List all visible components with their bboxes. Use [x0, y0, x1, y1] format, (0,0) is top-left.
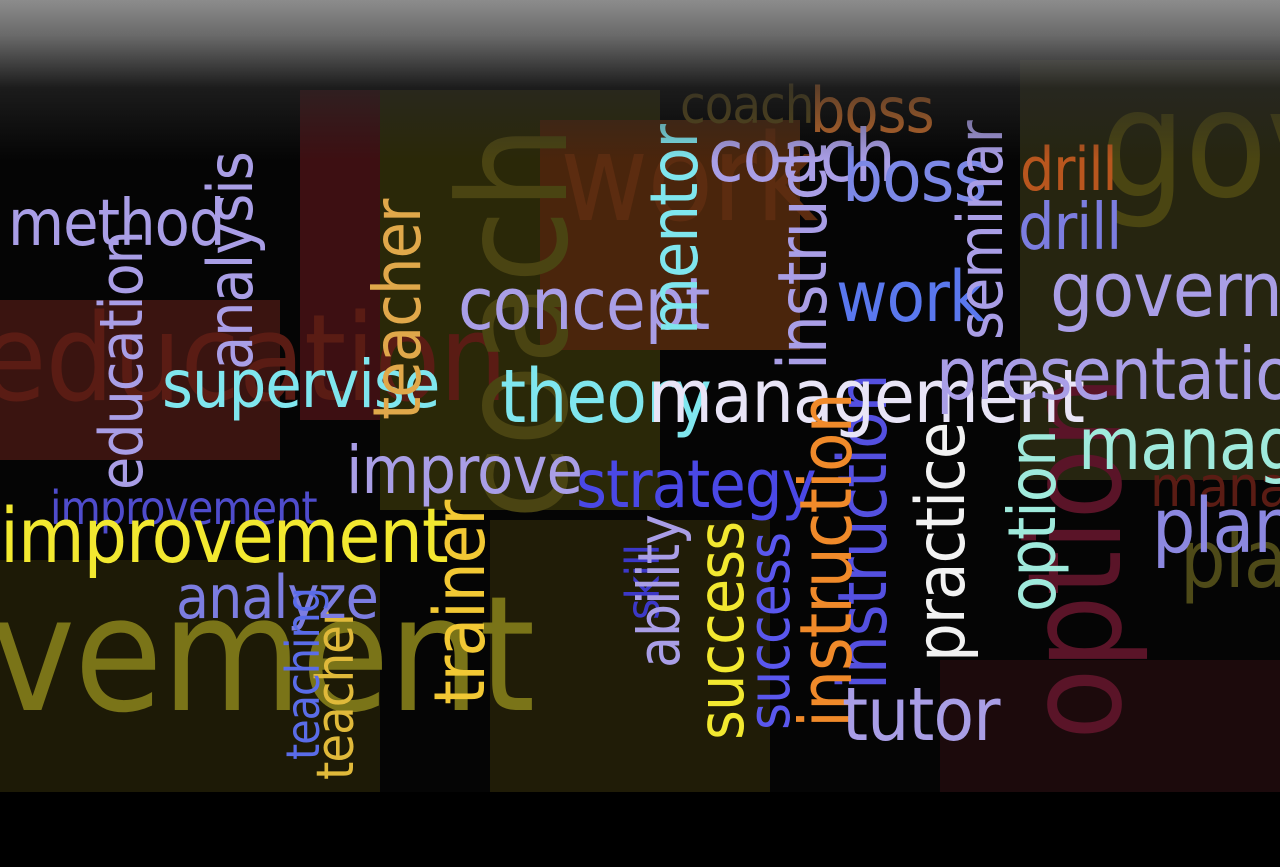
word-strategy: strategy [576, 446, 817, 523]
word-tutor: tutor [842, 672, 1000, 758]
word-method: method [8, 187, 225, 261]
word-presentation: presentation [936, 332, 1280, 416]
word-ability: ability [625, 515, 693, 668]
bg-block-lowmid [490, 520, 770, 792]
word-teaching: teaching [276, 587, 330, 760]
word-education: education [87, 231, 157, 490]
word-theory: theory [500, 354, 712, 440]
word-education-ghost: education [0, 290, 508, 429]
word-seminar: seminar [944, 121, 1017, 340]
word-teacher: teacher [359, 199, 436, 420]
word-mentor: mentor [636, 124, 713, 335]
word-supervise: supervise [162, 346, 440, 423]
word-success: success [685, 521, 759, 740]
word-plan-ghost: plan [1180, 513, 1280, 606]
word-drill: drill [1018, 191, 1122, 265]
word-gov-ghost: gov [1100, 58, 1280, 232]
word-concept: concept [458, 262, 710, 346]
word-analyze: analyze [176, 563, 379, 633]
word-manager-ghost: manager [1150, 455, 1280, 520]
word-improvement-ghost2: improvement [50, 481, 318, 535]
word-plan: plan [1152, 481, 1280, 570]
word-instruct: instruct [764, 144, 843, 370]
word-improvement: improvement [0, 491, 449, 580]
bg-block-lowleft [0, 560, 380, 792]
word-vement-ghost: vement [0, 561, 535, 748]
word-analysis: analysis [194, 152, 267, 370]
word-govern: govern [1050, 245, 1280, 334]
bg-block-maroon [0, 300, 280, 460]
word-option: option [994, 430, 1071, 612]
word-work: work [836, 256, 985, 338]
word-practice: practice [902, 422, 981, 662]
bottom-black-band [0, 792, 1280, 867]
word-manager: manager [1078, 402, 1280, 486]
word-trainer: trainer [419, 500, 501, 705]
word-improve: improve [346, 432, 583, 509]
bg-block-lowright [940, 660, 1280, 792]
word-management: management [648, 354, 1085, 440]
